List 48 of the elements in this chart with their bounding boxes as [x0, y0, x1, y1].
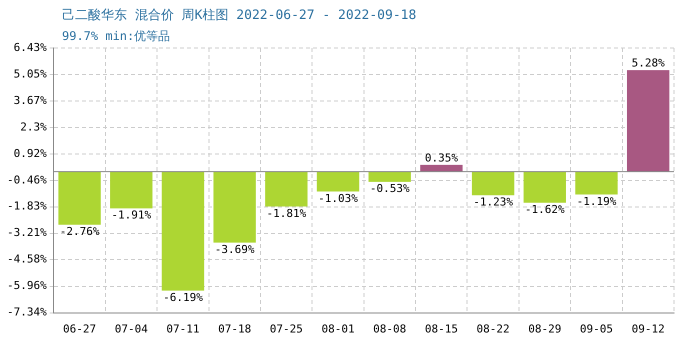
data-label: -1.91%	[111, 208, 152, 222]
x-tick-label: 08-22	[476, 322, 510, 336]
x-tick-label: 07-25	[270, 322, 303, 336]
bar	[265, 172, 308, 206]
bar	[626, 70, 670, 172]
bar	[58, 172, 101, 225]
y-tick-label: 6.43%	[14, 40, 48, 54]
data-label: 0.35%	[424, 151, 458, 164]
y-tick-label: -7.34%	[6, 306, 48, 319]
data-label: -1.62%	[524, 203, 566, 216]
y-tick-label: -3.21%	[6, 226, 48, 240]
data-label: -1.03%	[318, 192, 358, 205]
x-tick-label: 07-04	[114, 322, 148, 336]
y-tick-label: 2.3%	[20, 120, 48, 134]
chart-subtitle: 99.7% min:优等品	[62, 28, 170, 45]
x-tick-label: 09-12	[632, 322, 665, 336]
y-tick-label: -5.96%	[6, 279, 48, 292]
data-label: -1.19%	[576, 194, 617, 208]
x-tick-label: 07-11	[166, 322, 200, 336]
x-tick-label: 09-05	[580, 322, 614, 336]
x-tick-label: 08-15	[424, 322, 458, 336]
y-tick-label: -0.46%	[6, 173, 48, 186]
data-label: -6.19%	[163, 291, 204, 304]
bar	[472, 172, 514, 196]
x-tick-label: 07-18	[218, 322, 252, 336]
bar	[110, 172, 152, 208]
data-label: -2.76%	[60, 225, 100, 238]
x-tick-label: 08-08	[373, 322, 406, 336]
bar	[368, 172, 411, 182]
x-tick-label: 08-01	[321, 322, 355, 336]
data-label: -0.53%	[370, 182, 410, 196]
x-tick-label: 08-29	[528, 322, 562, 336]
bar	[213, 172, 256, 243]
y-tick-label: -1.83%	[6, 200, 48, 213]
data-label: -1.81%	[266, 206, 307, 220]
y-tick-label: -4.58%	[6, 252, 48, 266]
x-tick-label: 06-27	[63, 322, 96, 336]
bar	[575, 172, 618, 195]
bar	[162, 172, 204, 291]
data-label: 5.28%	[632, 56, 666, 70]
chart-title: 己二酸华东 混合价 周K柱图 2022-06-27 - 2022-09-18	[62, 7, 416, 24]
data-label: -3.69%	[214, 242, 255, 256]
y-tick-label: 5.05%	[14, 67, 48, 80]
bar	[316, 172, 360, 192]
bar	[524, 172, 566, 203]
data-label: -1.23%	[473, 196, 514, 209]
y-tick-label: 0.92%	[14, 146, 48, 160]
y-tick-label: 3.67%	[14, 94, 48, 107]
